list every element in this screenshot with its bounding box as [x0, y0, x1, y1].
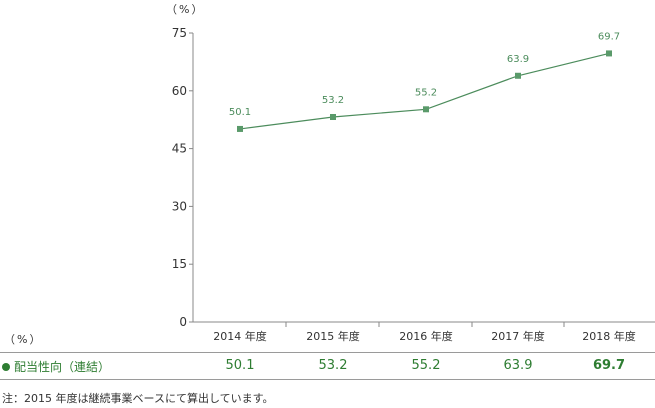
data-point [237, 125, 243, 132]
footnote: 注：2015 年度は継続事業ベースにて算出しています。 [2, 392, 274, 405]
data-label: 63.9 [507, 54, 529, 65]
data-point [606, 50, 612, 57]
data-table-row: 配当性向（連結） 50.1 53.2 55.2 63.9 69.7 [0, 352, 655, 380]
x-category-label: 2014 年度 [213, 329, 267, 343]
data-point [330, 114, 336, 121]
table-cell-2015: 53.2 [318, 358, 348, 373]
series-dot-icon [2, 363, 10, 371]
y-tick-label: 0 [179, 315, 187, 329]
line-chart: 0 15 30 45 60 75 2014 年度 2015 年度 2016 年度 2017 年度 2… [172, 26, 655, 343]
x-category-label: 2018 年度 [582, 329, 636, 343]
data-point [515, 72, 521, 79]
data-label: 50.1 [229, 107, 251, 118]
y-tick-label: 60 [172, 84, 187, 98]
table-cell-2018: 69.7 [592, 358, 626, 373]
x-category-label: 2016 年度 [399, 329, 453, 343]
x-category-label: 2015 年度 [306, 329, 360, 343]
table-row-label: 配当性向（連結） [14, 360, 111, 374]
y-tick-label: 75 [172, 26, 187, 40]
table-cell-2016: 55.2 [411, 358, 441, 373]
y-axis-unit: （%） [166, 3, 205, 16]
table-row-header: 配当性向（連結） [2, 358, 110, 375]
y-tick-label: 30 [172, 199, 187, 213]
table-cell-2014: 50.1 [225, 358, 255, 373]
data-label: 55.2 [415, 87, 437, 98]
data-label: 69.7 [598, 31, 620, 42]
table-cell-2017: 63.9 [503, 358, 533, 373]
data-point [423, 106, 429, 113]
data-label: 53.2 [322, 95, 344, 106]
table-unit: （%） [4, 333, 43, 346]
y-tick-label: 15 [172, 257, 187, 271]
x-category-label: 2017 年度 [491, 329, 545, 343]
y-tick-label: 45 [172, 142, 187, 156]
